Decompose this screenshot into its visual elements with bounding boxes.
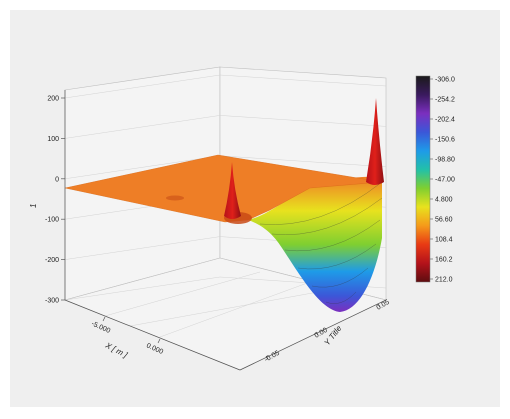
well-contours (259, 181, 383, 304)
axis-lines (64, 90, 387, 371)
z-grid-left (64, 74, 221, 99)
colorbar-label: 160.2 (435, 257, 453, 264)
well-contour (325, 291, 357, 304)
colorbar-label: 4.800 (435, 197, 453, 204)
colorbar-label: 212.0 (435, 277, 453, 284)
x-tick-mark (157, 338, 161, 344)
colorbar-label: -202.4 (435, 117, 455, 124)
well-contour (297, 243, 377, 270)
z-tick-label: 0 (55, 176, 59, 183)
colorbar-labels: -306.0 -254.2 -202.4 -150.6 -98.80 -47.00 4.80… (430, 77, 455, 284)
y-axis-line (239, 299, 387, 371)
z-axis-label: 1 (29, 204, 38, 208)
z-grid-right (219, 115, 387, 127)
surface (64, 98, 384, 312)
well-contour (271, 197, 383, 235)
floor-grid (129, 287, 341, 327)
z-grid-left (64, 276, 221, 301)
y-tick-mark (265, 355, 269, 360)
chart-frame: 200 100 0 -100 -200 -300 1 -5.000 0.000 X [ m … (10, 10, 500, 407)
y-tick-mark (315, 331, 319, 336)
x-tick-label: 0.000 (145, 342, 164, 356)
colorbar-label: -98.80 (435, 157, 455, 164)
x-axis-line (64, 299, 241, 371)
colorbar-label: 108.4 (435, 237, 453, 244)
floor-grid (104, 271, 261, 317)
z-tick-label: -100 (45, 217, 59, 224)
well-contour (284, 219, 381, 251)
z-grid-left (64, 115, 221, 139)
colorbar-ramp (415, 75, 431, 283)
z-grid-right (219, 155, 387, 168)
z-grid-left (64, 155, 221, 180)
colorbar: -306.0 -254.2 -202.4 -150.6 -98.80 -47.00 4.80… (415, 75, 455, 284)
z-tick-label: 200 (47, 96, 59, 103)
y-tick-mark (377, 303, 381, 308)
z-ticks: 200 100 0 -100 -200 -300 (45, 96, 65, 305)
center-peak (224, 162, 241, 219)
floor-grid (159, 281, 311, 338)
corner-peak (366, 98, 384, 185)
surface-plot: 200 100 0 -100 -200 -300 1 -5.000 0.000 X [ m … (29, 66, 455, 371)
colorbar-label: -254.2 (435, 97, 455, 104)
colorbar-label: 56.60 (435, 217, 453, 224)
z-grid-right (219, 74, 387, 87)
colorbar-label: -150.6 (435, 137, 455, 144)
x-tick-mark (102, 316, 106, 322)
z-grid-left (64, 236, 221, 260)
surface-dimple (166, 195, 184, 201)
colorbar-label: -306.0 (435, 77, 455, 84)
x-axis-label: X [ m ] (103, 340, 129, 360)
z-tick-label: -300 (45, 298, 59, 305)
grid-lines (64, 74, 387, 338)
colorbar-label: -47.00 (435, 177, 455, 184)
z-tick-label: 100 (47, 136, 59, 143)
well-surface (248, 176, 382, 312)
well-contour (311, 267, 369, 288)
x-tick-label: -5.000 (90, 320, 111, 335)
well-contour (259, 181, 383, 225)
z-tick-label: -200 (45, 257, 59, 264)
